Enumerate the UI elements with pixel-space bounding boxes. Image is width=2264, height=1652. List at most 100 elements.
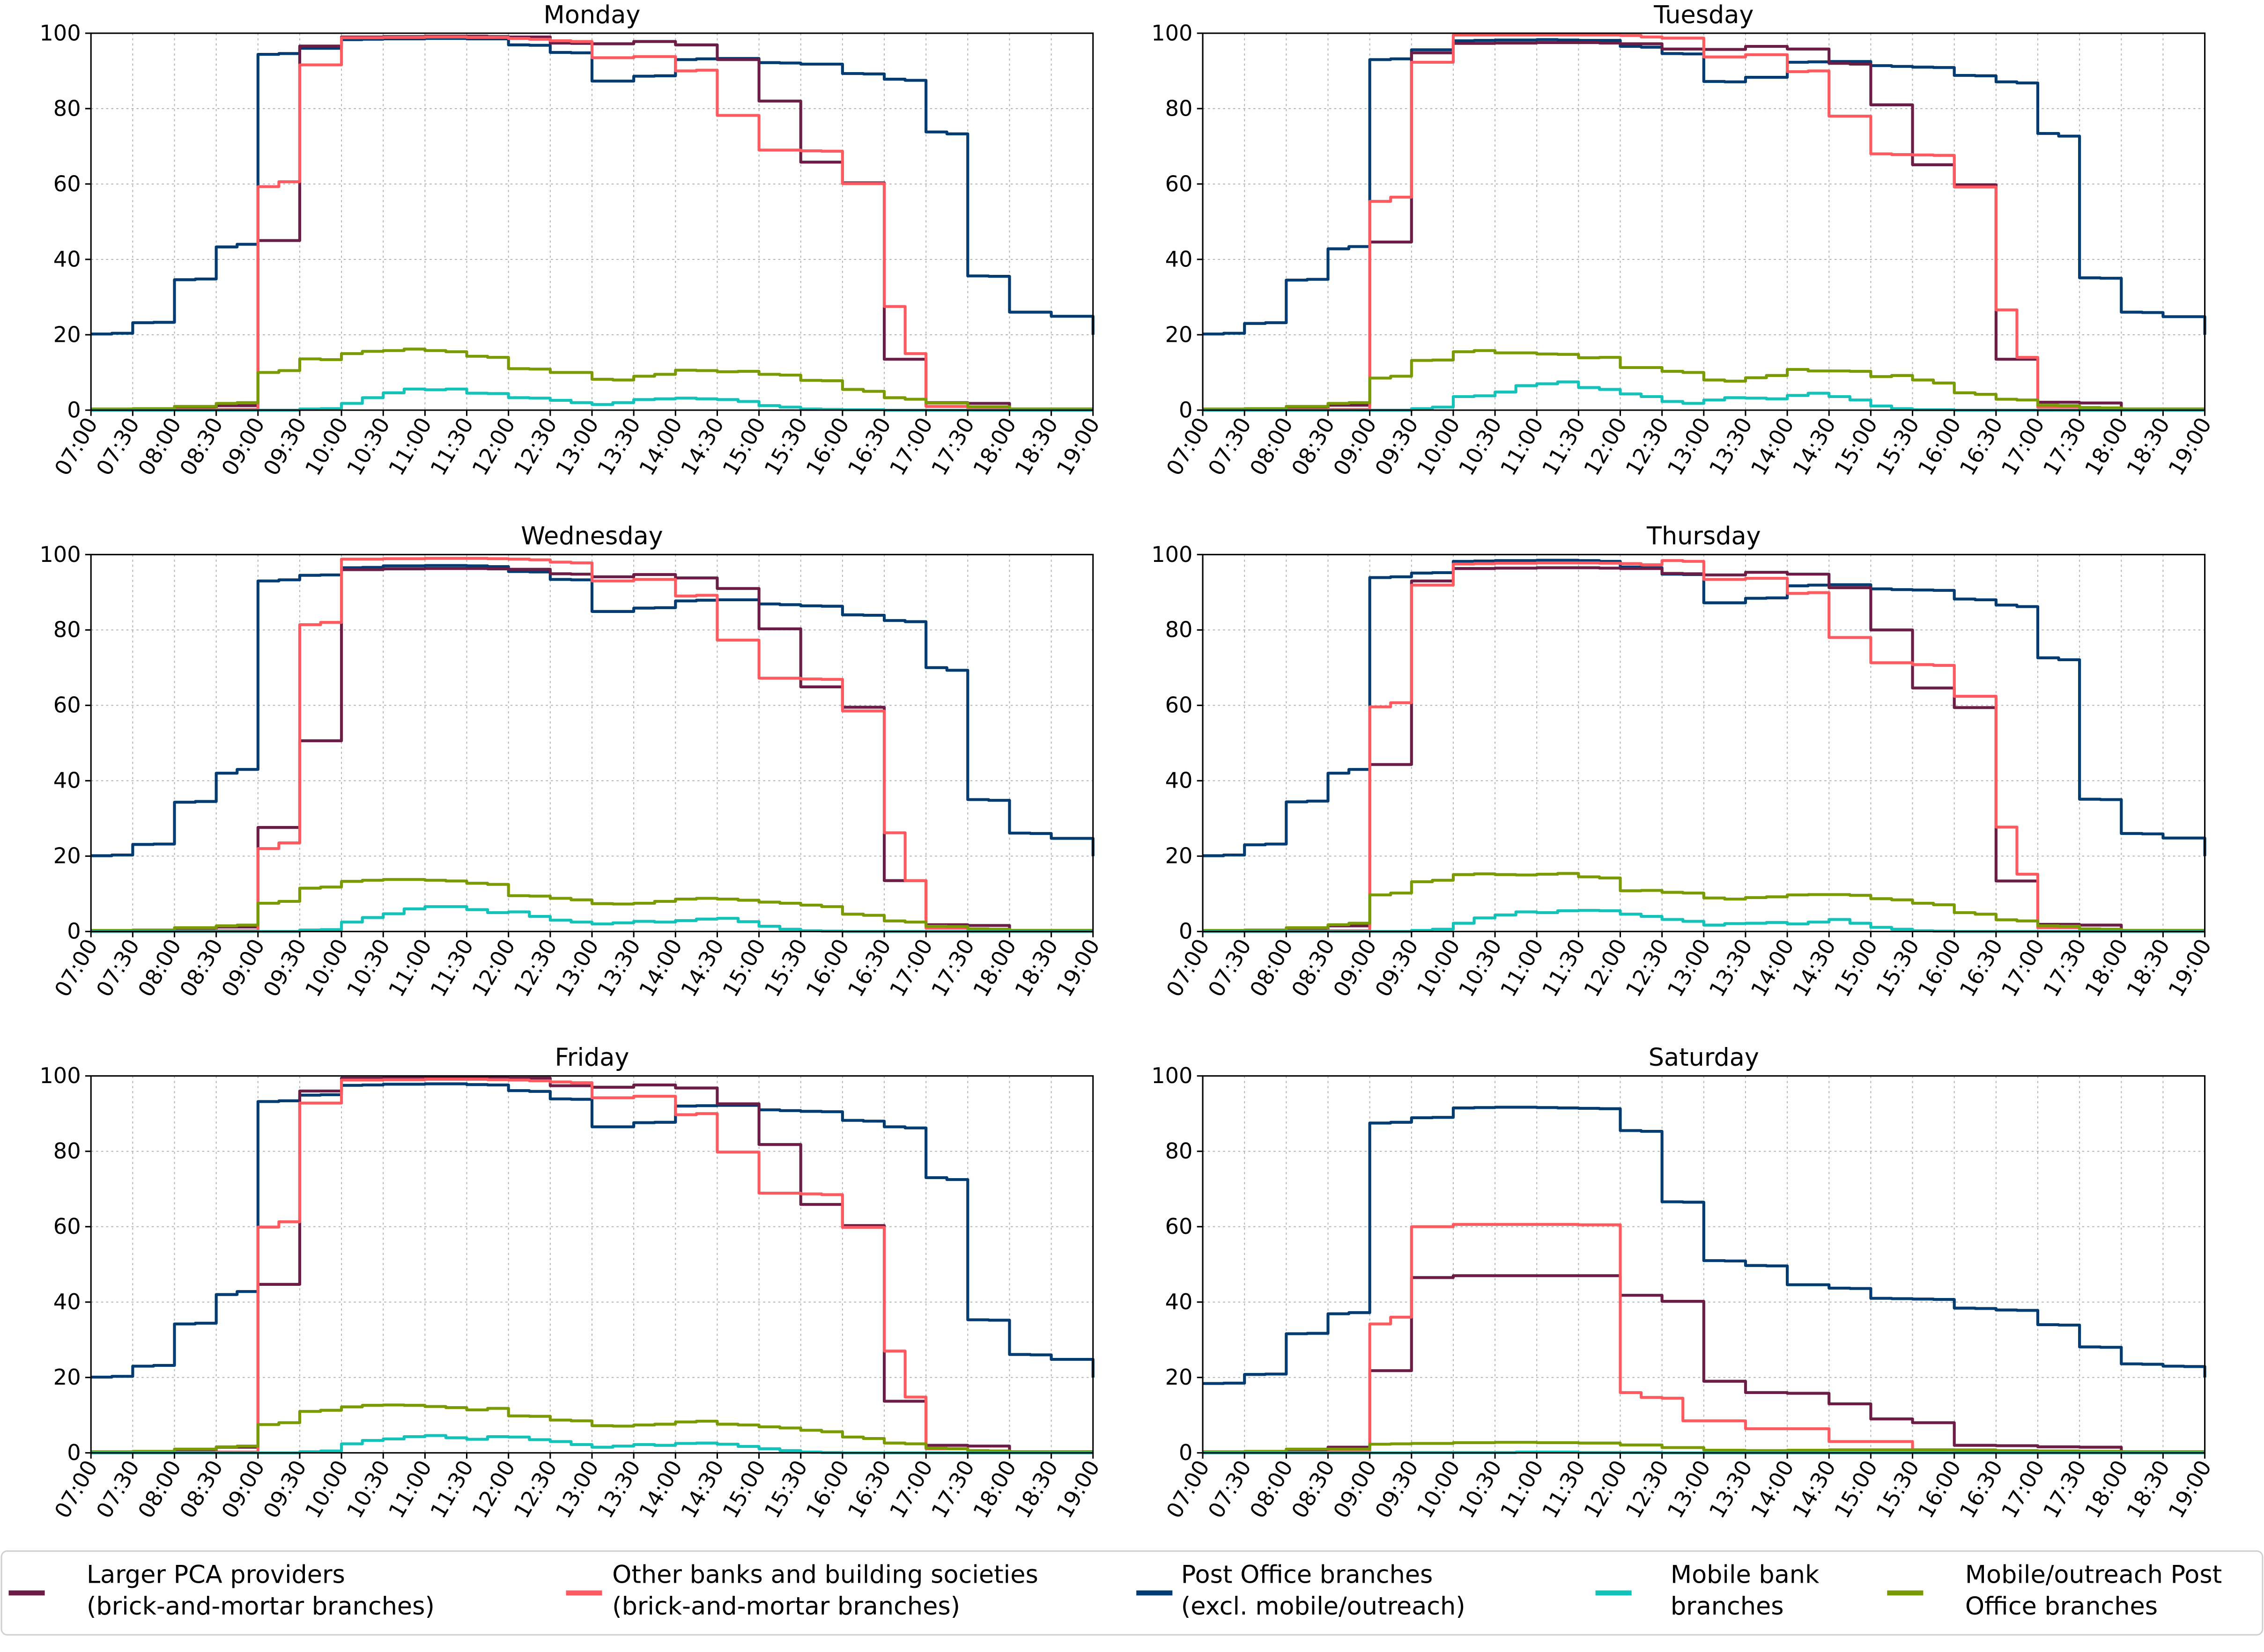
x-tick-label: 08:30 [1287,935,1339,1001]
x-tick-label: 08:00 [1245,413,1298,479]
y-tick-label: 100 [39,1063,81,1088]
x-tick-label: 08:30 [175,1456,228,1522]
legend-label-mobbank-line1: Mobile bank [1671,1560,1820,1589]
x-tick-label: 16:00 [801,1456,854,1522]
legend-label-mobpo-line2: Office branches [1965,1592,2158,1621]
x-tick-label: 14:30 [676,935,729,1001]
series-line-pca [91,567,1093,932]
panel-title: Tuesday [1653,0,1753,29]
series-group [91,557,1095,933]
x-tick-label: 10:30 [342,1456,395,1522]
x-tick-label: 18:30 [1010,413,1063,479]
x-tick-label: 11:30 [1537,413,1590,479]
series-line-po [91,37,1095,336]
x-tick-label: 17:30 [2038,1456,2091,1522]
x-tick-label: 17:00 [1997,413,2049,479]
x-tick-label: 16:30 [843,935,896,1001]
x-tick-label: 07:30 [91,935,144,1001]
x-tick-label: 13:30 [592,1456,645,1522]
y-axis: 0 20 40 60 80 100 [39,1063,91,1465]
legend-label-other-line2: (brick-and-mortar branches) [612,1592,960,1621]
x-tick-label: 16:30 [1954,413,2007,479]
legend-label-mobbank-line2: branches [1671,1592,1784,1621]
legend-box [0,1550,2264,1636]
x-tick-label: 18:30 [1010,935,1063,1001]
x-tick-label: 15:30 [759,1456,812,1522]
x-axis: 07:0007:3008:0008:3009:0009:3010:0010:30… [50,1453,1105,1522]
legend-label-mobpo-line1: Mobile/outreach Post [1965,1560,2222,1589]
x-tick-label: 08:00 [1245,935,1298,1001]
x-tick-label: 10:00 [300,1456,353,1522]
panel-saturday: Saturday 0 20 40 60 80 100 07:0007:3008:0008:30… [1151,1043,2216,1522]
x-tick-label: 12:30 [1620,935,1673,1001]
x-axis: 07:0007:3008:0008:3009:0009:3010:0010:30… [50,410,1105,480]
x-tick-label: 10:30 [342,413,395,479]
x-tick-label: 07:30 [91,413,144,479]
panel-monday: Monday02040608010007:0007:3008:0008:3009… [39,0,1104,479]
series-line-mobpo [91,347,1093,411]
y-tick-label: 100 [39,20,81,45]
x-tick-label: 18:30 [2122,935,2175,1001]
series-line-mobpo [91,1403,1093,1453]
gridlines [91,33,1093,410]
x-tick-label: 09:30 [1370,413,1423,479]
x-tick-label: 13:00 [551,1456,604,1522]
y-tick-label: 100 [39,542,81,567]
panel-title: Saturday [1649,1043,1759,1072]
x-tick-label: 10:00 [300,935,353,1001]
x-tick-label: 12:30 [509,935,562,1001]
x-tick-label: 13:30 [592,413,645,479]
x-tick-label: 08:30 [1287,1456,1339,1522]
x-tick-label: 15:30 [759,935,812,1001]
y-tick-label: 80 [53,1138,81,1164]
x-tick-label: 15:30 [1871,935,1924,1001]
series-group [91,1076,1095,1454]
x-tick-label: 18:00 [2080,413,2133,479]
x-tick-label: 08:30 [175,935,228,1001]
x-tick-label: 14:00 [1746,1456,1799,1522]
y-tick-label: 0 [1179,919,1192,944]
y-tick-label: 20 [53,843,81,869]
x-tick-label: 18:30 [2122,1456,2175,1522]
x-tick-label: 14:30 [1788,1456,1841,1522]
x-tick-label: 07:30 [91,1456,144,1522]
legend-label-po-line2: (excl. mobile/outreach) [1181,1592,1465,1621]
x-tick-label: 17:30 [2038,413,2091,479]
x-tick-label: 16:00 [801,935,854,1001]
panel-wednesday: Wednesday 0 20 40 60 80 100 07:0007:3008:0008:3… [39,522,1104,1001]
y-tick-label: 60 [1165,693,1193,718]
x-tick-label: 19:00 [1051,935,1104,1001]
x-tick-label: 18:00 [968,935,1021,1001]
x-tick-label: 11:30 [425,1456,478,1522]
x-tick-label: 16:30 [843,413,896,479]
x-tick-label: 12:00 [467,413,520,479]
y-tick-label: 40 [53,246,81,272]
x-tick-label: 10:00 [1412,413,1465,479]
x-tick-label: 11:00 [384,1456,437,1522]
y-tick-label: 20 [53,322,81,347]
x-tick-label: 13:00 [1662,413,1715,479]
y-tick-label: 40 [1165,1289,1193,1314]
x-tick-label: 07:30 [1203,413,1256,479]
panel-thursday: Thursday 0 20 40 60 80 100 07:0007:3008:0008:30… [1151,522,2216,1001]
legend-label-po-line1: Post Office branches [1181,1560,1433,1589]
y-tick-label: 40 [53,1289,81,1314]
x-tick-label: 17:00 [885,413,938,479]
series-line-other [1203,559,2205,933]
x-tick-label: 15:00 [1829,935,1882,1001]
x-tick-label: 09:00 [1328,935,1381,1001]
x-tick-label: 07:00 [50,935,103,1001]
x-tick-label: 17:00 [885,935,938,1001]
chart-panels: Monday02040608010007:0007:3008:0008:3009… [39,0,2216,1522]
x-tick-label: 09:30 [259,413,311,479]
x-tick-label: 16:00 [1913,413,1966,479]
y-tick-label: 60 [1165,1214,1193,1239]
series-line-mobpo [91,878,1093,932]
x-tick-label: 09:30 [259,935,311,1001]
y-axis: 0 20 40 60 80 100 [1151,20,1203,422]
legend-label-pca-line2: (brick-and-mortar branches) [87,1592,435,1621]
x-tick-label: 14:30 [1788,935,1841,1001]
x-tick-label: 12:00 [467,935,520,1001]
series-line-other [91,35,1093,412]
y-tick-label: 40 [1165,768,1193,793]
